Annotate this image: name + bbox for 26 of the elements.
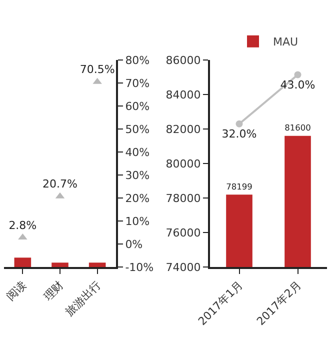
data-label: 43.0% [280, 78, 316, 92]
y-tick-label: 0% [125, 238, 143, 251]
data-label: 32.0% [222, 128, 257, 141]
y-tick-label: 86000 [166, 54, 201, 67]
data-label: 20.7% [42, 178, 78, 191]
y-tick-label: 60% [125, 100, 150, 113]
y-tick-label: 76000 [166, 226, 201, 240]
y-tick-label: 80000 [166, 157, 201, 170]
y-tick-label: -10% [125, 260, 154, 274]
legend-label: MAU [273, 36, 298, 49]
data-label: 70.5% [80, 63, 115, 76]
y-tick-label: 70% [125, 76, 150, 90]
data-label: 78199 [226, 181, 252, 192]
y-tick-label: 74000 [166, 260, 201, 274]
y-tick-label: 84000 [166, 88, 201, 102]
y-tick-label: 80% [125, 54, 150, 67]
y-tick-label: 10% [125, 214, 150, 228]
y-tick-label: 40% [125, 146, 150, 159]
y-tick-label: 82000 [166, 122, 201, 136]
data-label: 2.8% [8, 218, 37, 232]
y-tick-label: 20% [125, 192, 150, 205]
y-tick-label: 78000 [166, 192, 201, 205]
x-tick-label: 阅读 [4, 278, 29, 304]
y-tick-label: 30% [125, 168, 150, 182]
data-label: 81600 [284, 122, 311, 133]
y-tick-label: 50% [125, 122, 150, 136]
